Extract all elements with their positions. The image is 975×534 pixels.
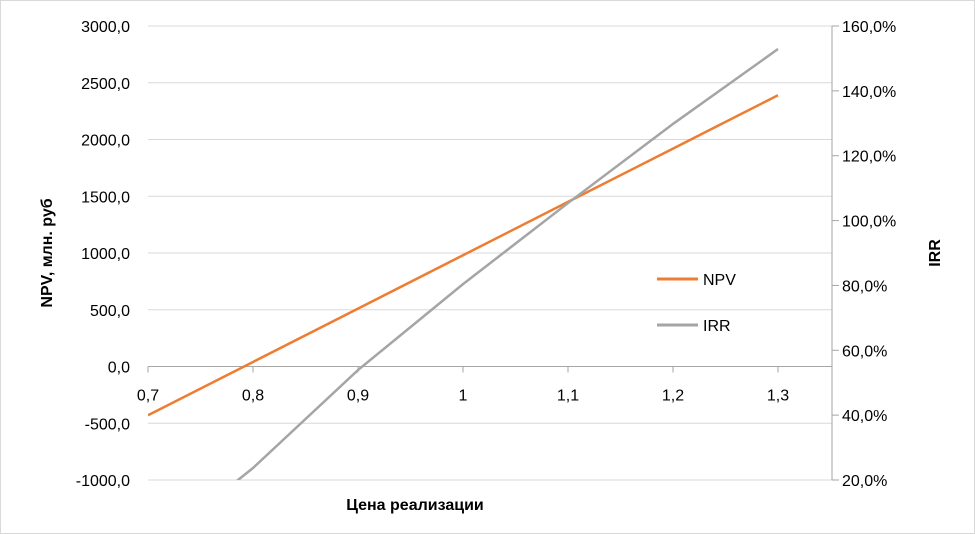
y2-tick-label: 60,0% xyxy=(842,343,887,360)
y-tick-label: 0,0 xyxy=(108,360,130,377)
y-tick-label: -500,0 xyxy=(85,416,130,433)
x-tick-label: 1,1 xyxy=(557,388,579,405)
y2-tick-label: 120,0% xyxy=(842,149,896,166)
series-line-irr xyxy=(235,48,779,480)
x-tick-label: 1 xyxy=(459,388,468,405)
y2-tick-label: 140,0% xyxy=(842,84,896,101)
y2-tick-label: 100,0% xyxy=(842,214,896,231)
x-axis-title: Цена реализации xyxy=(346,497,484,514)
legend-label-npv: NPV xyxy=(703,272,736,289)
legend: NPV IRR xyxy=(657,272,736,335)
series-line-npv xyxy=(148,94,779,417)
y2-axis-title: IRR xyxy=(927,239,944,267)
y2-tick-label: 80,0% xyxy=(842,278,887,295)
y-tick-label: 2500,0 xyxy=(81,76,130,93)
y2-tick-label: 20,0% xyxy=(842,473,887,490)
y-tick-label: 1500,0 xyxy=(81,189,130,206)
x-tick-label: 0,8 xyxy=(242,388,264,405)
x-tick-label: 0,7 xyxy=(137,388,159,405)
legend-label-irr: IRR xyxy=(703,318,731,335)
y-tick-label: 3000,0 xyxy=(81,19,130,36)
y-axis-title: NPV, млн. руб xyxy=(39,198,56,307)
y-tick-label: 500,0 xyxy=(90,303,130,320)
x-tick-label: 1,2 xyxy=(662,388,684,405)
x-tick-label: 1,3 xyxy=(767,388,789,405)
y-tick-label: -1000,0 xyxy=(76,473,130,490)
x-tick-label: 0,9 xyxy=(347,388,369,405)
y2-tick-label: 40,0% xyxy=(842,408,887,425)
y2-tick-label: 160,0% xyxy=(842,19,896,36)
y-tick-label: 1000,0 xyxy=(81,246,130,263)
y-tick-label: 2000,0 xyxy=(81,133,130,150)
